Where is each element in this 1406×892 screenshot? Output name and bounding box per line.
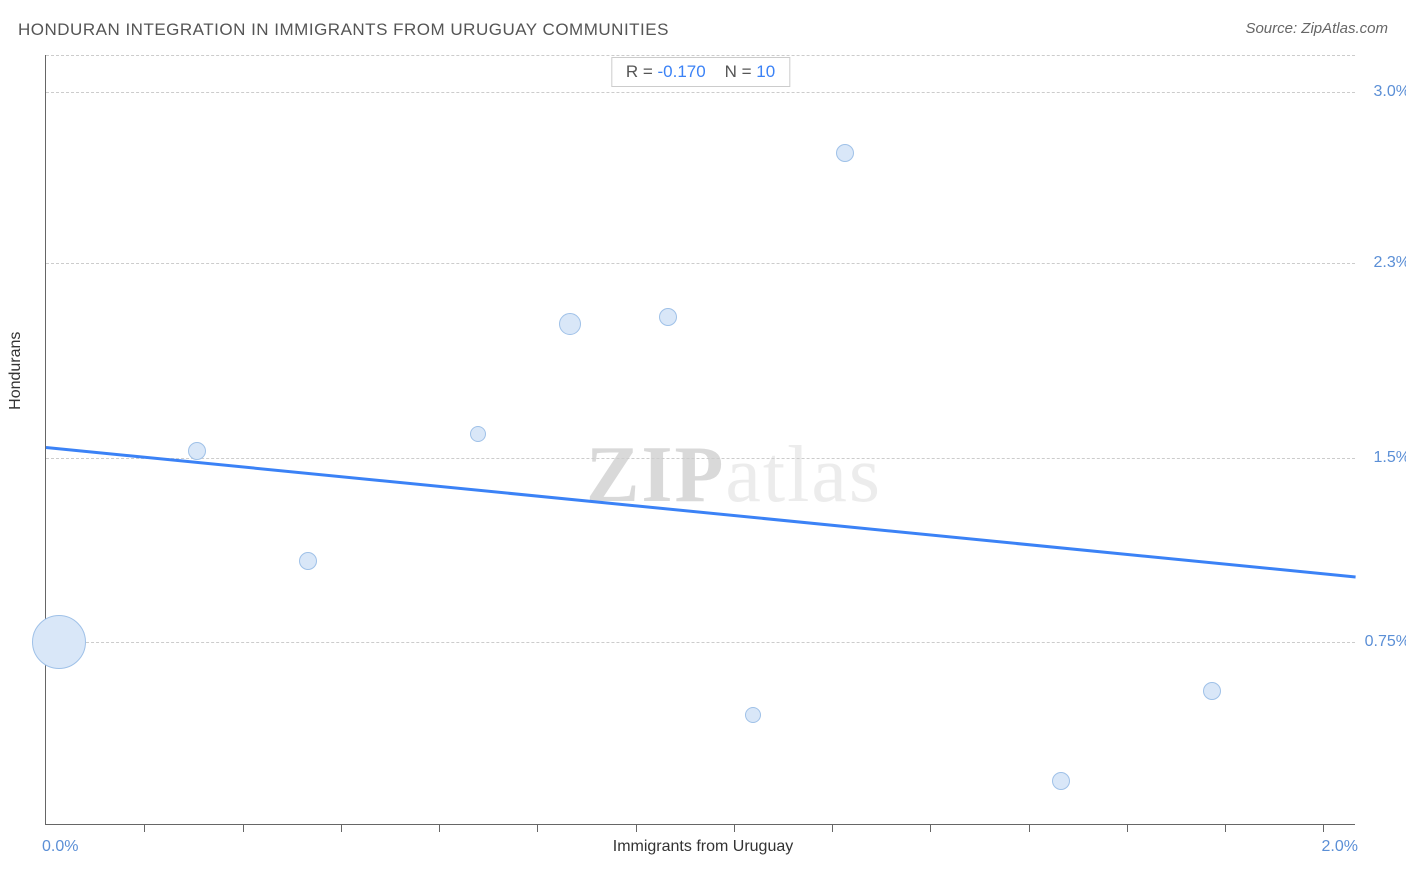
x-tick (1323, 824, 1324, 832)
chart-header: HONDURAN INTEGRATION IN IMMIGRANTS FROM … (18, 20, 1388, 40)
x-tick (537, 824, 538, 832)
x-tick (144, 824, 145, 832)
x-axis-min: 0.0% (42, 838, 78, 856)
data-point (1203, 682, 1221, 700)
x-tick (734, 824, 735, 832)
x-tick (832, 824, 833, 832)
x-tick (439, 824, 440, 832)
r-label: R = (626, 62, 653, 81)
x-tick (1029, 824, 1030, 832)
x-tick (243, 824, 244, 832)
y-tick-label: 0.75% (1365, 633, 1406, 651)
watermark-atlas: atlas (725, 431, 882, 519)
trendline (46, 446, 1356, 578)
y-tick-label: 2.3% (1374, 254, 1406, 272)
x-axis-max: 2.0% (1322, 838, 1358, 856)
data-point (188, 442, 206, 460)
data-point (559, 313, 581, 335)
r-value: -0.170 (657, 62, 705, 81)
x-tick (930, 824, 931, 832)
n-label: N = (725, 62, 752, 81)
data-point (470, 426, 486, 442)
x-tick (1225, 824, 1226, 832)
data-point (299, 552, 317, 570)
x-tick (1127, 824, 1128, 832)
data-point (1052, 772, 1070, 790)
gridline (46, 642, 1355, 643)
data-point (32, 615, 86, 669)
source-attribution: Source: ZipAtlas.com (1245, 20, 1388, 37)
y-tick-label: 1.5% (1374, 449, 1406, 467)
stats-box: R = -0.170 N = 10 (611, 57, 790, 87)
gridline (46, 263, 1355, 264)
data-point (745, 707, 761, 723)
plot-area: R = -0.170 N = 10 ZIPatlas 0.75%1.5%2.3%… (45, 55, 1355, 825)
x-tick (636, 824, 637, 832)
y-axis-label: Hondurans (7, 332, 25, 410)
y-tick-label: 3.0% (1374, 83, 1406, 101)
chart-title: HONDURAN INTEGRATION IN IMMIGRANTS FROM … (18, 20, 669, 40)
x-axis-label: Immigrants from Uruguay (613, 838, 794, 856)
n-value: 10 (756, 62, 775, 81)
watermark: ZIPatlas (586, 430, 882, 521)
data-point (659, 308, 677, 326)
x-tick (341, 824, 342, 832)
gridline (46, 55, 1355, 56)
gridline (46, 92, 1355, 93)
gridline (46, 458, 1355, 459)
data-point (836, 144, 854, 162)
